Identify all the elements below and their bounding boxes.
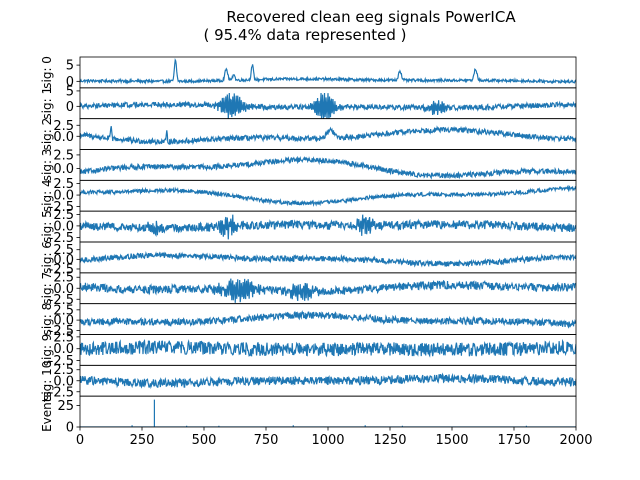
y-tick-label: 2.5 xyxy=(53,271,74,286)
y-axis-label: sig: 1 xyxy=(40,87,54,120)
x-tick-label: 1750 xyxy=(497,433,530,448)
y-tick-label: 2.5 xyxy=(53,243,74,258)
y-tick-label: 0.0 xyxy=(53,162,74,177)
y-axis-label: Events xyxy=(40,391,54,432)
x-tick-label: 1000 xyxy=(311,433,344,448)
y-tick-label: 0.0 xyxy=(53,282,74,297)
y-tick-label: 2.5 xyxy=(53,303,74,318)
y-tick-label: 0.0 xyxy=(53,314,74,329)
x-tick-label: 500 xyxy=(192,433,217,448)
y-axis-label: sig: 3 xyxy=(40,149,54,182)
y-tick-label: 0.0 xyxy=(53,219,74,234)
y-axis-label: sig: 6 xyxy=(40,241,54,274)
y-tick-label: 2.5 xyxy=(53,208,74,223)
chart-subtitle: ( 95.4% data represented ) xyxy=(203,26,406,44)
y-tick-label: 5 xyxy=(66,84,74,99)
series-line-1 xyxy=(80,92,576,119)
chart-title: Recovered clean eeg signals PowerICA xyxy=(226,8,516,26)
x-tick-label: 1500 xyxy=(435,433,468,448)
y-tick-label: -2.5 xyxy=(49,385,74,400)
x-tick-label: 250 xyxy=(130,433,155,448)
y-tick-label: 0.0 xyxy=(53,374,74,389)
x-tick-label: 2000 xyxy=(559,433,592,448)
subplot-0: 05 sig: 0 xyxy=(40,56,577,90)
y-tick-label: -2.5 xyxy=(49,324,74,339)
y-tick-label: 25 xyxy=(57,399,74,414)
series-line-9 xyxy=(80,338,576,358)
y-tick-label: 0 xyxy=(66,100,74,115)
y-tick-label: 5 xyxy=(66,59,74,74)
x-tick-label: 0 xyxy=(76,433,84,448)
y-tick-label: 0.0 xyxy=(53,342,74,357)
y-tick-label: -2.5 xyxy=(49,262,74,277)
y-tick-label: 2.5 xyxy=(53,119,74,134)
x-tick-label: 750 xyxy=(254,433,279,448)
y-tick-label: 2.5 xyxy=(53,330,74,345)
series-line-10 xyxy=(80,372,576,390)
y-axis-label: sig: 5 xyxy=(40,210,54,243)
series-line-11 xyxy=(80,399,576,427)
y-tick-label: -2.5 xyxy=(49,293,74,308)
y-tick-label: 0.0 xyxy=(53,130,74,145)
y-tick-label: 0.0 xyxy=(53,253,74,268)
subplot-1: 05 sig: 1 xyxy=(40,84,577,120)
y-tick-label: -2.5 xyxy=(49,200,74,215)
series-line-4 xyxy=(80,184,576,208)
series-line-0 xyxy=(80,58,576,85)
series-line-6 xyxy=(80,250,576,268)
series-line-5 xyxy=(80,214,576,240)
y-tick-label: -2.5 xyxy=(49,354,74,369)
y-axis-label: sig: 4 xyxy=(40,179,54,212)
y-tick-label: 0 xyxy=(66,75,74,90)
subplot-frame xyxy=(79,56,577,89)
y-tick-label: 2.5 xyxy=(53,148,74,163)
y-axis-label: sig: 10 xyxy=(40,361,54,401)
x-axis: 0 250 500 750 1000 1250 1500 1750 2000 xyxy=(76,427,593,448)
y-tick-label: -2.5 xyxy=(49,231,74,246)
y-axis-label: sig: 2 xyxy=(40,118,54,151)
series-line-7 xyxy=(80,278,576,303)
x-tick-label: 1250 xyxy=(373,433,406,448)
y-axis-label: sig: 7 xyxy=(40,272,54,305)
y-tick-label: 0 xyxy=(66,421,74,436)
subplot-frame xyxy=(79,303,577,335)
subplot-frame xyxy=(79,179,577,212)
y-tick-label: 2.5 xyxy=(53,177,74,192)
y-axis-label: sig: 8 xyxy=(40,303,54,336)
series-line-2 xyxy=(80,125,576,146)
series-line-3 xyxy=(80,155,576,180)
y-tick-label: 2.5 xyxy=(53,363,74,378)
y-tick-label: 0.0 xyxy=(53,189,74,204)
y-axis-label: sig: 9 xyxy=(40,334,54,367)
series-line-8 xyxy=(80,310,576,329)
y-axis-label: sig: 0 xyxy=(40,56,54,89)
